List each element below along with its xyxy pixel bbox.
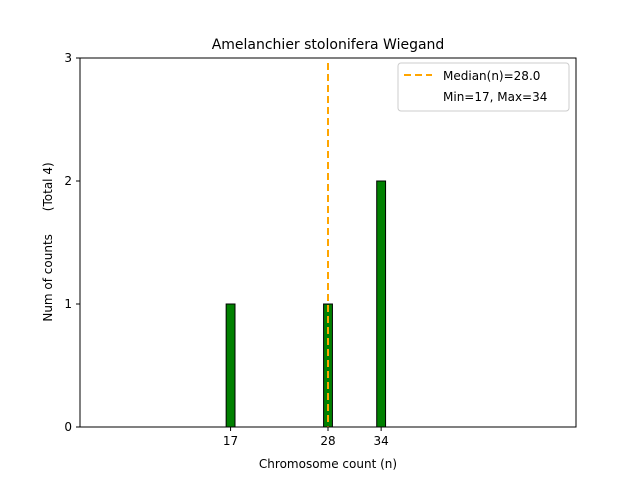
- legend: Median(n)=28.0 Min=17, Max=34: [397, 62, 570, 112]
- y-tick-label-2: 2: [64, 174, 72, 188]
- bar-17: [225, 303, 236, 428]
- legend-box: [397, 62, 570, 112]
- chart-title: Amelanchier stolonifera Wiegand: [212, 37, 445, 53]
- bar-34: [376, 180, 387, 428]
- y-tick-label-1: 1: [64, 297, 72, 311]
- bars: [225, 180, 387, 428]
- y-tick-label-0: 0: [64, 420, 72, 434]
- x-tick-label-34: 34: [374, 434, 389, 448]
- x-tick-label-28: 28: [320, 434, 335, 448]
- y-tick-label-3: 3: [64, 51, 72, 65]
- legend-minmax-label: Min=17, Max=34: [443, 90, 547, 104]
- x-axis-ticks: 17 28 34: [223, 427, 389, 448]
- x-axis-label: Chromosome count (n): [259, 457, 397, 471]
- y-axis-ticks: 0 1 2 3: [64, 51, 80, 434]
- legend-median-label: Median(n)=28.0: [443, 69, 540, 83]
- y-axis-label: Num of counts (Total 4): [41, 162, 55, 321]
- x-tick-label-17: 17: [223, 434, 238, 448]
